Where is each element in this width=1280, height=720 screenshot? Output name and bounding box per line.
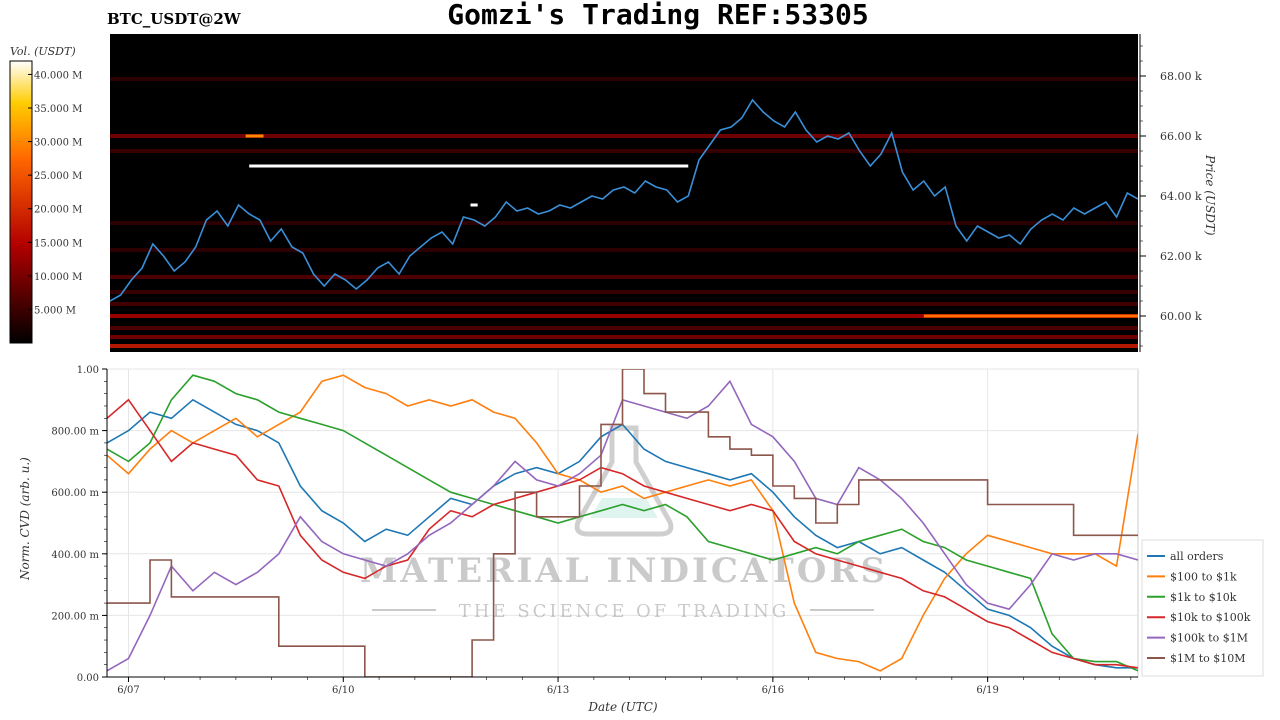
colorbar-tick-label: 10.000 M (34, 272, 82, 283)
liquidity-band (110, 248, 1138, 252)
price-axis-tick-label: 68.00 k (1160, 70, 1202, 83)
legend-item-label: $100 to $1k (1170, 570, 1237, 583)
date-axis-ticks: 6/07 6/10 6/13 6/16 6/19 (107, 676, 1138, 696)
colorbar-tick-label: 40.000 M (34, 70, 82, 81)
legend-item-label: $1k to $10k (1170, 591, 1237, 604)
colorbar-tick-label: 5.000 M (34, 305, 76, 316)
colorbar-ticks: 5.000 M 10.000 M 15.000 M 20.000 M 25.000 M 3… (28, 70, 82, 316)
date-axis-tick-label: 6/13 (547, 685, 569, 696)
flask-logo-icon (574, 425, 674, 537)
colorbar-tick-label: 20.000 M (34, 205, 82, 216)
liquidity-band (110, 275, 1138, 279)
colorbar (9, 60, 33, 344)
liquidity-band (110, 302, 1138, 306)
legend-item-label: $100k to $1M (1170, 632, 1248, 645)
price-series-line (110, 98, 1138, 302)
liquidity-wall (245, 134, 264, 138)
price-axis-tick-label: 62.00 k (1160, 250, 1202, 263)
liquidity-band (110, 314, 1138, 318)
legend-item-label: $10k to $100k (1170, 611, 1251, 624)
liquidity-wall (923, 314, 1138, 318)
liquidity-wall (470, 203, 478, 207)
liquidity-bands (110, 77, 1138, 348)
cvd-series-s1m_10m (107, 369, 1138, 677)
legend-item-label: all orders (1170, 550, 1224, 563)
liquidity-band (110, 326, 1138, 330)
price-axis-tick-label: 60.00 k (1160, 310, 1202, 323)
legend-box (1141, 539, 1264, 677)
heatmap-panel (110, 34, 1138, 352)
cvd-axis-label: Norm. CVD (arb. u.) (18, 457, 32, 581)
liquidity-band (110, 290, 1138, 294)
liquidity-band (110, 134, 1138, 138)
liquidity-band (110, 77, 1138, 81)
colorbar-tick-label: 25.000 M (34, 171, 82, 182)
watermark-sub: THE SCIENCE OF TRADING (459, 601, 790, 622)
colorbar-tick-label: 35.000 M (34, 104, 82, 115)
cvd-y-tick-label: 400.00 m (51, 550, 99, 561)
colorbar-label: Vol. (USDT) (10, 45, 76, 58)
liquidity-band (110, 149, 1138, 153)
date-axis-label: Date (UTC) (587, 700, 657, 714)
pair-label: BTC_USDT@2W (107, 10, 241, 28)
liquidity-walls (245, 134, 1138, 318)
cvd-y-tick-label: 0.00 (77, 673, 99, 684)
price-axis-tick-label: 66.00 k (1160, 130, 1202, 143)
price-axis-label: Price (USDT) (1203, 154, 1217, 236)
price-axis-tick-label: 64.00 k (1160, 190, 1202, 203)
cvd-series-lines (107, 369, 1138, 677)
colorbar-tick-label: 30.000 M (34, 138, 82, 149)
chart-title: Gomzi's Trading REF:53305 (447, 0, 869, 31)
date-axis-tick-label: 6/07 (117, 685, 139, 696)
price-axis-ticks: 60.00 k 62.00 k 64.00 k 66.00 k 68.00 k (1139, 34, 1202, 352)
liquidity-band (110, 221, 1138, 225)
watermark-main: MATERIAL INDICATORS (360, 551, 888, 591)
cvd-y-ticks: 0.00 200.00 m 400.00 m 600.00 m 800.00 m 1.00 (51, 365, 108, 684)
date-axis-tick-label: 6/16 (762, 685, 784, 696)
cvd-y-tick-label: 800.00 m (51, 427, 99, 438)
colorbar-tick-label: 15.000 M (34, 238, 82, 249)
legend: all orders $100 to $1k $1k to $10k $10k to … (1141, 539, 1264, 677)
liquidity-band (110, 335, 1138, 339)
liquidity-wall (249, 164, 689, 168)
cvd-series-s100_1k (107, 374, 1138, 672)
watermark: MATERIAL INDICATORS THE SCIENCE OF TRADI… (360, 425, 888, 622)
cvd-y-tick-label: 200.00 m (51, 611, 99, 622)
liquidity-band (110, 344, 1138, 348)
cvd-series-s10k_100k (107, 398, 1138, 669)
cvd-y-tick-label: 1.00 (77, 365, 99, 376)
date-axis-tick-label: 6/19 (976, 685, 998, 696)
date-axis-tick-label: 6/10 (332, 685, 354, 696)
legend-item-label: $1M to $10M (1170, 652, 1246, 665)
cvd-y-tick-label: 600.00 m (51, 488, 99, 499)
cvd-series-s1k_10k (107, 374, 1138, 672)
